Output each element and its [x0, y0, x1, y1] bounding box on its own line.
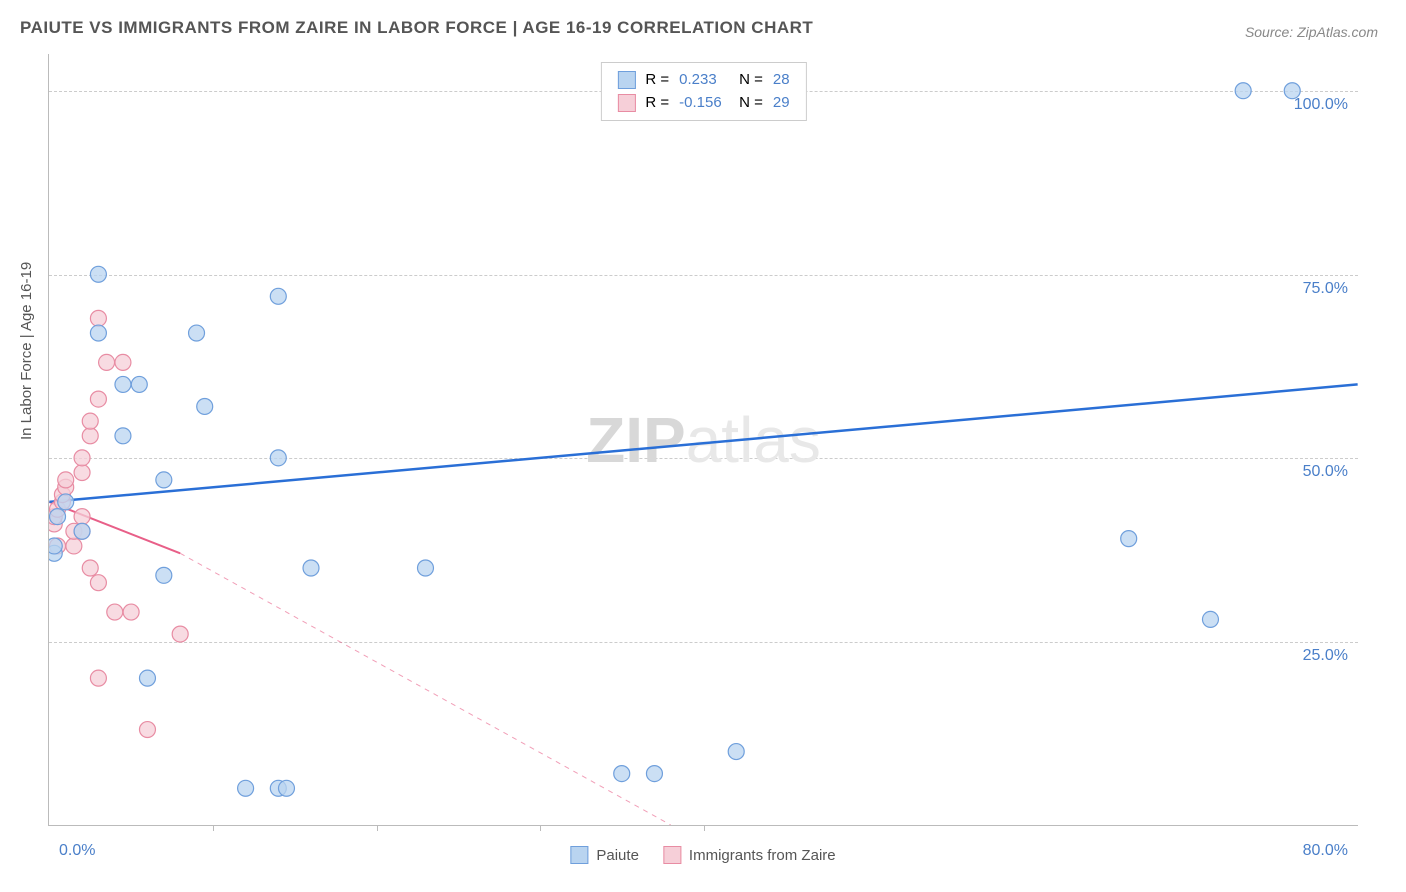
swatch-zaire [617, 94, 635, 112]
swatch-icon [570, 846, 588, 864]
n-value-paiute: 28 [773, 69, 790, 92]
source-value: ZipAtlas.com [1297, 24, 1378, 40]
legend-row-zaire: R = -0.156 N = 29 [617, 92, 789, 115]
plot-area: ZIPatlas R = 0.233 N = 28 R = -0.156 N =… [48, 54, 1358, 826]
r-label: R = [645, 69, 669, 92]
legend-label: Paiute [596, 847, 639, 864]
swatch-paiute [617, 71, 635, 89]
n-label: N = [739, 69, 763, 92]
source-attribution: Source: ZipAtlas.com [1245, 24, 1378, 40]
legend-bottom: Paiute Immigrants from Zaire [570, 846, 835, 864]
x-tick [540, 825, 541, 831]
r-label: R = [645, 92, 669, 115]
swatch-icon [663, 846, 681, 864]
x-tick [704, 825, 705, 831]
r-value-paiute: 0.233 [679, 69, 729, 92]
chart-title: PAIUTE VS IMMIGRANTS FROM ZAIRE IN LABOR… [20, 18, 813, 38]
y-axis-title: In Labor Force | Age 16-19 [18, 262, 35, 440]
x-tick [213, 825, 214, 831]
source-label: Source: [1245, 24, 1297, 40]
legend-label: Immigrants from Zaire [689, 847, 836, 864]
x-axis-max-label: 80.0% [1303, 842, 1348, 860]
x-tick [377, 825, 378, 831]
chart-svg [49, 54, 1358, 825]
r-value-zaire: -0.156 [679, 92, 729, 115]
legend-item: Immigrants from Zaire [663, 846, 836, 864]
legend-item: Paiute [570, 846, 639, 864]
n-value-zaire: 29 [773, 92, 790, 115]
n-label: N = [739, 92, 763, 115]
legend-stats: R = 0.233 N = 28 R = -0.156 N = 29 [600, 62, 806, 121]
x-axis-min-label: 0.0% [59, 842, 95, 860]
legend-row-paiute: R = 0.233 N = 28 [617, 69, 789, 92]
